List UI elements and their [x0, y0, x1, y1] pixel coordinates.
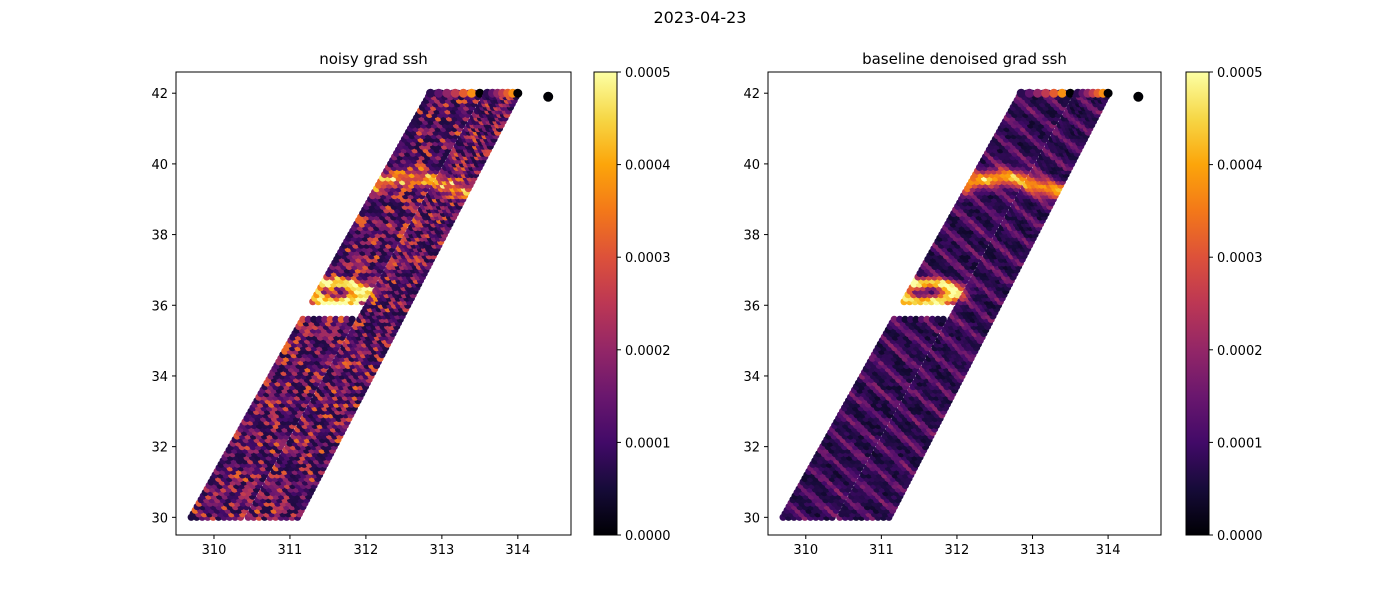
- x-tick-label: 314: [505, 543, 530, 558]
- scatter-point: [326, 315, 334, 323]
- axes-frame: [175, 71, 572, 536]
- y-tick-label: 42: [743, 87, 760, 102]
- scatter-point: [321, 315, 329, 323]
- colorbar: [1185, 71, 1210, 536]
- scatter-points: [779, 88, 1113, 521]
- panel-title: baseline denoised grad ssh: [862, 50, 1067, 68]
- scatter-point: [513, 88, 523, 98]
- scatter-point: [310, 315, 318, 323]
- y-tick-label: 40: [151, 158, 168, 173]
- colorbar-tick-label: 0.0005: [625, 66, 671, 81]
- y-tick-label: 40: [743, 158, 760, 173]
- scatter-point: [467, 88, 477, 98]
- y-tick-label: 36: [743, 299, 760, 314]
- scatter-point: [337, 315, 345, 323]
- scatter-point: [1024, 88, 1034, 98]
- colorbar-tick-label: 0.0005: [1217, 66, 1263, 81]
- scatter-point: [332, 315, 340, 323]
- scatter-point: [939, 315, 947, 323]
- scatter-points: [187, 88, 523, 521]
- scatter-point: [450, 88, 460, 98]
- scatter-point: [934, 315, 942, 323]
- scatter-point: [1049, 88, 1059, 98]
- colorbar: [593, 71, 618, 536]
- y-tick-label: 34: [151, 370, 168, 385]
- isolated-point: [543, 91, 554, 102]
- scatter-point: [348, 315, 356, 323]
- colorbar-tick-label: 0.0000: [1217, 529, 1263, 544]
- scatter-point: [896, 315, 904, 323]
- scatter-point: [458, 88, 468, 98]
- scatter-point: [1103, 88, 1113, 98]
- x-tick-label: 313: [1020, 543, 1045, 558]
- colorbar-tick-label: 0.0001: [1217, 436, 1263, 451]
- colorbar-tick-label: 0.0004: [625, 159, 671, 174]
- x-tick-label: 313: [429, 543, 454, 558]
- isolated-point: [1133, 91, 1144, 102]
- scatter-point: [912, 315, 920, 323]
- scatter-point: [1057, 88, 1067, 98]
- scatter-point: [434, 88, 444, 98]
- y-tick-label: 38: [743, 229, 760, 244]
- scatter-point: [343, 315, 351, 323]
- scatter-point: [923, 315, 931, 323]
- panel-title: noisy grad ssh: [319, 50, 428, 68]
- scatter-point: [1041, 88, 1051, 98]
- y-tick-label: 36: [151, 299, 168, 314]
- scatter-point: [1016, 88, 1026, 98]
- y-tick-label: 38: [151, 229, 168, 244]
- y-tick-label: 32: [743, 441, 760, 456]
- panel-baseline-denoised-grad-ssh: baseline denoised grad ssh 310 311 312 313 31…: [743, 50, 1262, 558]
- scatter-point: [299, 315, 307, 323]
- x-tick-label: 314: [1096, 543, 1121, 558]
- x-tick-label: 311: [869, 543, 894, 558]
- scatter-point: [315, 315, 323, 323]
- scatter-point: [901, 315, 909, 323]
- y-tick-label: 34: [743, 370, 760, 385]
- x-tick-label: 312: [353, 543, 378, 558]
- y-tick-label: 42: [151, 87, 168, 102]
- x-tick-label: 311: [278, 543, 303, 558]
- colorbar-tick-label: 0.0004: [1217, 159, 1263, 174]
- scatter-point: [426, 88, 435, 98]
- figure-suptitle: 2023-04-23: [653, 8, 747, 27]
- scatter-point: [442, 88, 452, 98]
- scatter-point: [1033, 88, 1043, 98]
- colorbar-tick-label: 0.0003: [1217, 251, 1263, 266]
- scatter-point: [304, 315, 312, 323]
- x-tick-label: 312: [945, 543, 970, 558]
- x-tick-label: 310: [202, 543, 227, 558]
- y-tick-label: 30: [743, 511, 760, 526]
- x-tick-label: 310: [793, 543, 818, 558]
- scatter-point: [928, 315, 937, 323]
- colorbar-tick-label: 0.0003: [625, 251, 671, 266]
- panel-noisy-grad-ssh: noisy grad ssh 310 311 312 313 314 30 32 34 36 38 4…: [151, 50, 670, 558]
- colorbar-tick-label: 0.0002: [1217, 344, 1263, 359]
- colorbar-tick-label: 0.0000: [625, 529, 671, 544]
- y-tick-label: 32: [151, 441, 168, 456]
- scatter-point: [890, 315, 898, 323]
- scatter-point: [917, 315, 926, 323]
- scatter-point: [907, 315, 915, 323]
- y-tick-label: 30: [151, 511, 168, 526]
- colorbar-tick-label: 0.0001: [625, 436, 671, 451]
- colorbar-tick-label: 0.0002: [625, 344, 671, 359]
